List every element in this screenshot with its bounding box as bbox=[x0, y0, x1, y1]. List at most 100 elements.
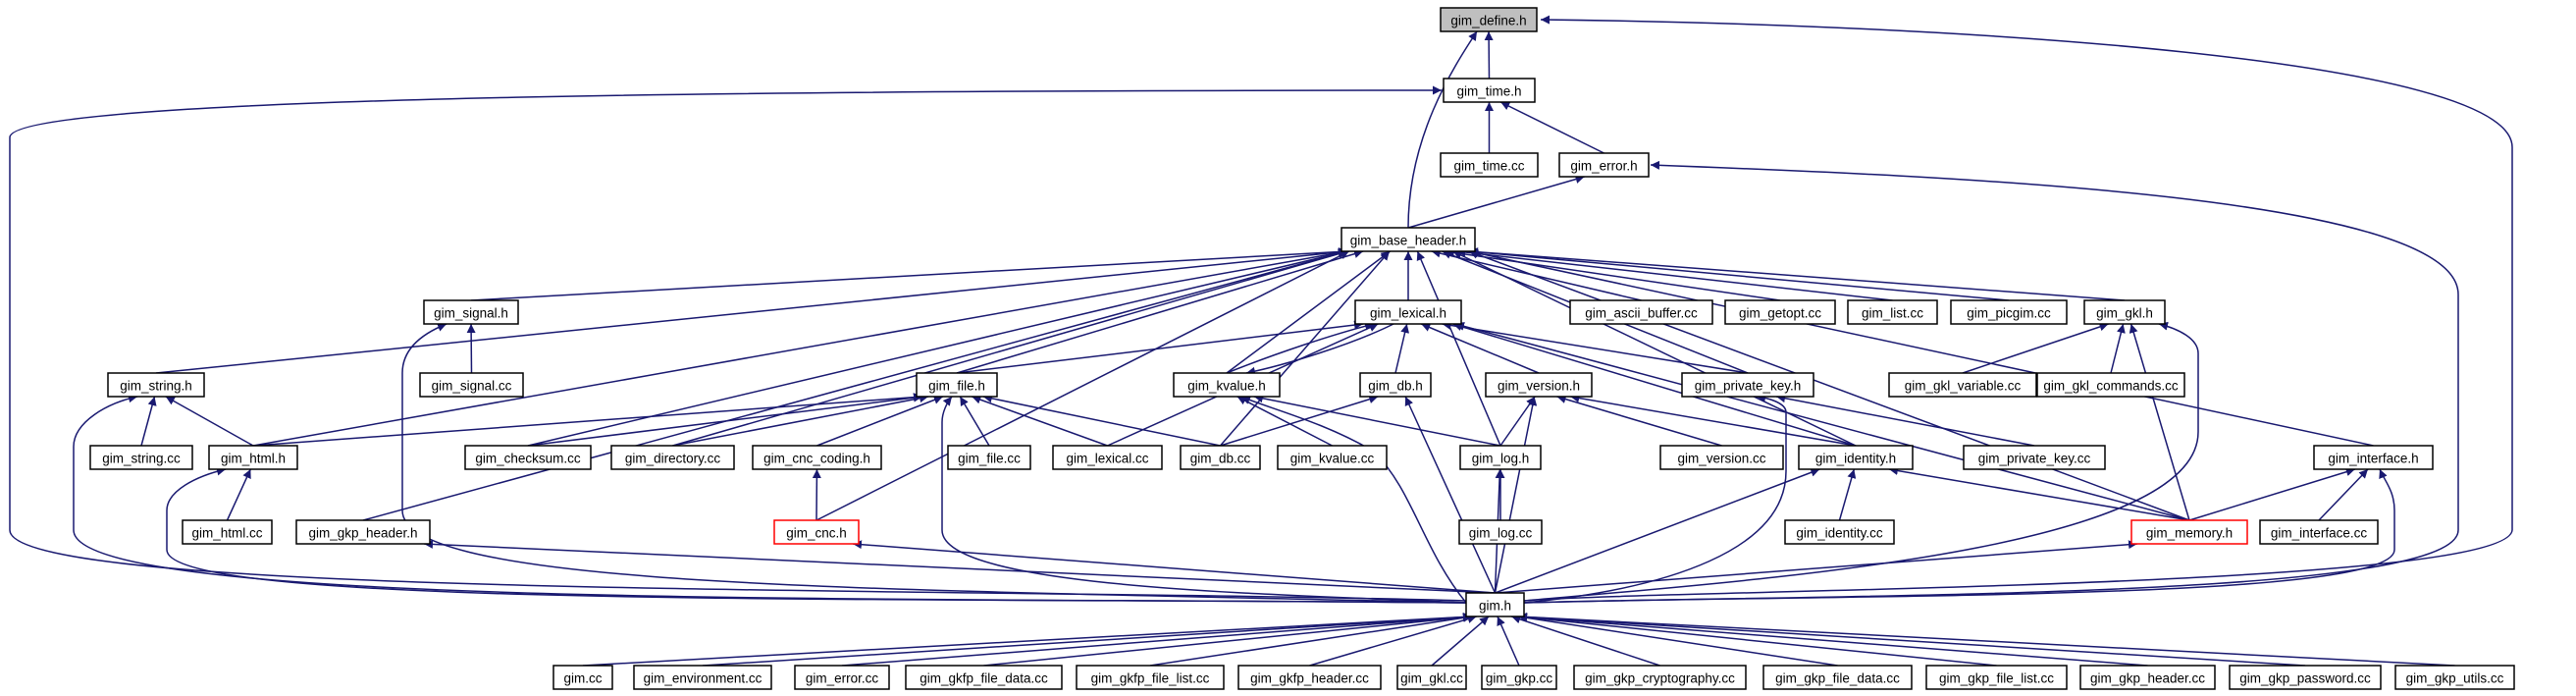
node-gim-checksum-cc[interactable]: gim_checksum.cc bbox=[464, 445, 592, 470]
node-gim-db-cc[interactable]: gim_db.cc bbox=[1180, 445, 1261, 470]
node-gim-html-cc[interactable]: gim_html.cc bbox=[182, 519, 273, 545]
node-gim-signal-cc[interactable]: gim_signal.cc bbox=[419, 372, 524, 398]
node-gim-gkl-h[interactable]: gim_gkl.h bbox=[2083, 299, 2166, 325]
edge-gim-kvalue-cc-to-gim-kvalue-h bbox=[1236, 396, 1333, 447]
edge-gim-file-h-to-gim-base-header-h bbox=[956, 249, 1364, 374]
node-gim-time-cc[interactable]: gim_time.cc bbox=[1440, 152, 1539, 178]
node-box bbox=[1443, 78, 1536, 103]
node-label: gim_private_key.cc bbox=[1978, 452, 2091, 466]
node-label: gim_gkl_variable.cc bbox=[1905, 379, 2022, 394]
node-gim-kvalue-cc[interactable]: gim_kvalue.cc bbox=[1277, 445, 1388, 470]
edge-gim-file-cc-to-gim-file-h bbox=[959, 396, 990, 447]
node-label: gim_interface.cc bbox=[2271, 526, 2368, 541]
node-gim-gkfp-file-data-cc[interactable]: gim_gkfp_file_data.cc bbox=[905, 665, 1063, 690]
edge-gim-identity-cc-to-gim-identity-h bbox=[1838, 468, 1857, 521]
node-gim-db-h[interactable]: gim_db.h bbox=[1359, 372, 1432, 398]
node-box bbox=[1481, 665, 1557, 690]
node-gim-file-h[interactable]: gim_file.h bbox=[916, 372, 998, 398]
node-label: gim_signal.cc bbox=[432, 379, 512, 394]
node-box bbox=[182, 519, 273, 545]
node-box bbox=[610, 445, 735, 470]
node-label: gim_gkp_password.cc bbox=[2239, 671, 2371, 686]
node-gim-version-cc[interactable]: gim_version.cc bbox=[1659, 445, 1784, 470]
node-gim-log-h[interactable]: gim_log.h bbox=[1459, 445, 1542, 470]
edge-gim-kvalue-h-to-gim-base-header-h bbox=[1226, 250, 1391, 374]
node-gim-identity-cc[interactable]: gim_identity.cc bbox=[1784, 519, 1895, 545]
node-label: gim_html.cc bbox=[191, 526, 262, 541]
node-gim-gkp-header-h[interactable]: gim_gkp_header.h bbox=[295, 519, 431, 545]
node-gim-gkp-utils-cc[interactable]: gim_gkp_utils.cc bbox=[2394, 665, 2515, 690]
node-gim-list-cc[interactable]: gim_list.cc bbox=[1847, 299, 1938, 325]
node-gim-memory-h[interactable]: gim_memory.h bbox=[2130, 519, 2248, 545]
node-gim-gkp-cc[interactable]: gim_gkp.cc bbox=[1481, 665, 1557, 690]
node-gim-kvalue-h[interactable]: gim_kvalue.h bbox=[1173, 372, 1281, 398]
node-gim-cc[interactable]: gim.cc bbox=[552, 665, 613, 690]
node-gim-gkp-cryptography-cc[interactable]: gim_gkp_cryptography.cc bbox=[1573, 665, 1747, 690]
node-gim-string-h[interactable]: gim_string.h bbox=[107, 372, 205, 398]
edge-gim-h-to-gim-cnc-h bbox=[852, 540, 1496, 594]
node-gim-time-h[interactable]: gim_time.h bbox=[1443, 78, 1536, 103]
node-gim-gkl-commands-cc[interactable]: gim_gkl_commands.cc bbox=[2036, 372, 2185, 398]
node-box bbox=[295, 519, 431, 545]
node-gim-error-cc[interactable]: gim_error.cc bbox=[794, 665, 890, 690]
node-gim-gkp-header-cc[interactable]: gim_gkp_header.cc bbox=[2079, 665, 2216, 690]
node-label: gim.h bbox=[1479, 599, 1511, 614]
node-gim-picgim-cc[interactable]: gim_picgim.cc bbox=[1950, 299, 2068, 325]
edge-gim-h-to-gim-kvalue-h bbox=[1240, 396, 1467, 604]
node-gim-getopt-cc[interactable]: gim_getopt.cc bbox=[1724, 299, 1836, 325]
node-gim-log-cc[interactable]: gim_log.cc bbox=[1458, 519, 1543, 545]
node-label: gim_private_key.h bbox=[1695, 379, 1802, 394]
edge-gim-memory-h-to-gim-gkl-h bbox=[2129, 323, 2190, 521]
node-gim-gkfp-header-cc[interactable]: gim_gkfp_header.cc bbox=[1237, 665, 1382, 690]
node-gim-gkl-variable-cc[interactable]: gim_gkl_variable.cc bbox=[1888, 372, 2037, 398]
node-gim-interface-cc[interactable]: gim_interface.cc bbox=[2259, 519, 2379, 545]
node-box bbox=[2036, 372, 2185, 398]
node-gim-private-key-cc[interactable]: gim_private_key.cc bbox=[1963, 445, 2106, 470]
node-gim-identity-h[interactable]: gim_identity.h bbox=[1798, 445, 1914, 470]
node-label: gim_file.cc bbox=[958, 452, 1021, 466]
node-gim-gkp-file-data-cc[interactable]: gim_gkp_file_data.cc bbox=[1762, 665, 1913, 690]
node-box bbox=[1459, 445, 1542, 470]
node-box bbox=[1681, 372, 1814, 398]
node-gim-cnc-h[interactable]: gim_cnc.h bbox=[773, 519, 860, 545]
edge-gim-html-h-to-gim-string-h bbox=[165, 396, 254, 447]
node-gim-directory-cc[interactable]: gim_directory.cc bbox=[610, 445, 735, 470]
node-gim-file-cc[interactable]: gim_file.cc bbox=[947, 445, 1031, 470]
node-box bbox=[552, 665, 613, 690]
edge-gim-gkp-utils-cc-to-gim-h bbox=[1517, 612, 2455, 667]
node-gim-lexical-cc[interactable]: gim_lexical.cc bbox=[1052, 445, 1163, 470]
node-label: gim_lexical.h bbox=[1370, 306, 1446, 321]
node-box bbox=[423, 299, 519, 325]
node-gim-gkfp-file-list-cc[interactable]: gim_gkfp_file_list.cc bbox=[1076, 665, 1225, 690]
edge-gim-signal-h-to-gim-base-header-h bbox=[470, 247, 1348, 301]
node-gim-gkp-file-list-cc[interactable]: gim_gkp_file_list.cc bbox=[1925, 665, 2068, 690]
node-gim-ascii-buffer-cc[interactable]: gim_ascii_buffer.cc bbox=[1569, 299, 1713, 325]
node-gim-lexical-h[interactable]: gim_lexical.h bbox=[1354, 299, 1462, 325]
node-label: gim_time.h bbox=[1456, 84, 1521, 99]
node-gim-version-h[interactable]: gim_version.h bbox=[1485, 372, 1593, 398]
node-layer: gim_define.h gim_time.h gim_time.cc gim_err… bbox=[89, 7, 2515, 690]
edge-gim-h-to-gim-gkp-header-h bbox=[423, 539, 1496, 594]
node-gim-html-h[interactable]: gim_html.h bbox=[208, 445, 298, 470]
node-gim-cnc-coding-h[interactable]: gim_cnc_coding.h bbox=[752, 445, 882, 470]
node-gim-private-key-h[interactable]: gim_private_key.h bbox=[1681, 372, 1814, 398]
node-label: gim.cc bbox=[563, 671, 602, 686]
edge-gim-version-h-to-gim-lexical-h bbox=[1421, 323, 1540, 374]
node-gim-error-h[interactable]: gim_error.h bbox=[1558, 152, 1650, 178]
edge-gim-base-header-h-to-gim-define-h bbox=[1407, 30, 1478, 229]
node-gim-environment-cc[interactable]: gim_environment.cc bbox=[633, 665, 772, 690]
node-gim-gkp-password-cc[interactable]: gim_gkp_password.cc bbox=[2229, 665, 2382, 690]
node-gim-h[interactable]: gim.h bbox=[1465, 592, 1525, 617]
edge-gim-checksum-cc-to-gim-base-header-h bbox=[527, 248, 1348, 447]
node-gim-signal-h[interactable]: gim_signal.h bbox=[423, 299, 519, 325]
edge-gim-memory-h-to-gim-identity-h bbox=[1888, 466, 2190, 521]
node-gim-interface-h[interactable]: gim_interface.h bbox=[2313, 445, 2434, 470]
node-label: gim_gkfp_header.cc bbox=[1250, 671, 1369, 686]
node-gim-string-cc[interactable]: gim_string.cc bbox=[89, 445, 193, 470]
node-box bbox=[1052, 445, 1163, 470]
node-gim-gkl-cc[interactable]: gim_gkl.cc bbox=[1396, 665, 1467, 690]
edge-gim-gkfp-header-cc-to-gim-h bbox=[1309, 615, 1477, 667]
node-gim-base-header-h[interactable]: gim_base_header.h bbox=[1341, 227, 1476, 252]
node-label: gim_version.cc bbox=[1677, 452, 1765, 466]
node-gim-define-h[interactable]: gim_define.h bbox=[1440, 7, 1538, 32]
